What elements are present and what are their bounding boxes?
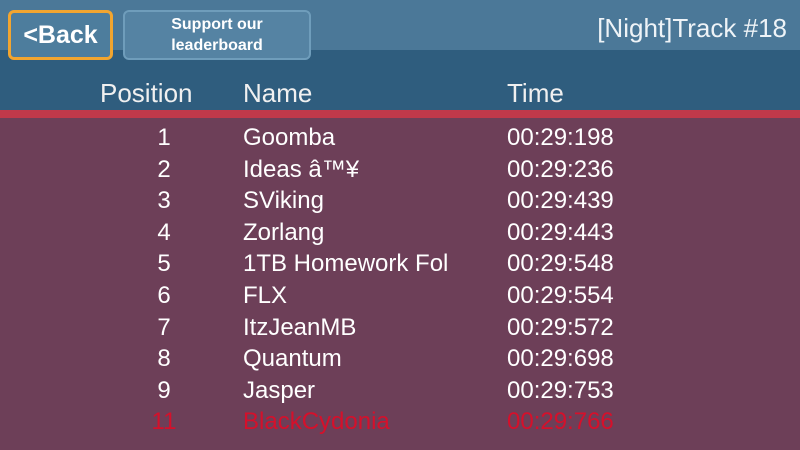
position: 8 bbox=[157, 345, 171, 373]
time: 00:29:439 bbox=[507, 187, 614, 215]
position: 2 bbox=[157, 155, 171, 183]
player-name: BlackCydonia bbox=[243, 408, 390, 436]
time: 00:29:554 bbox=[507, 282, 614, 309]
position: 1 bbox=[157, 124, 171, 151]
leaderboard-row: 4 Zorlang 00:29:443 bbox=[0, 219, 800, 250]
player-name: Goomba bbox=[243, 124, 336, 151]
position: 5 bbox=[157, 250, 171, 278]
support-button[interactable]: Support our leaderboard bbox=[123, 10, 311, 60]
position: 7 bbox=[157, 313, 171, 341]
leaderboard-row: 5 1TB Homework Fol 00:29:548 bbox=[0, 250, 800, 281]
column-header: Name bbox=[243, 78, 313, 108]
time: 00:29:766 bbox=[507, 408, 614, 436]
position: 3 bbox=[157, 187, 171, 215]
leaderboard-row: 7 ItzJeanMB 00:29:572 bbox=[0, 314, 800, 345]
time: 00:29:236 bbox=[507, 155, 614, 183]
leaderboard-row: 2 Ideas â™¥ 00:29:236 bbox=[0, 156, 800, 187]
position: 6 bbox=[157, 282, 171, 309]
time: 00:29:753 bbox=[507, 376, 614, 404]
time: 00:29:572 bbox=[507, 313, 614, 341]
position: 11 bbox=[151, 408, 177, 436]
leaderboard-row: 8 Quantum 00:29:698 bbox=[0, 345, 800, 376]
player-name: Zorlang bbox=[243, 218, 325, 246]
position: 4 bbox=[157, 218, 171, 246]
leaderboard-row: 3 SViking 00:29:439 bbox=[0, 187, 800, 218]
track-title: [Night]Track #18 bbox=[597, 13, 787, 43]
player-name: SViking bbox=[243, 187, 324, 215]
player-name: 1TB Homework Fol bbox=[243, 250, 449, 278]
time: 00:29:548 bbox=[507, 250, 614, 278]
back-button[interactable]: <Back bbox=[8, 10, 113, 60]
leaderboard-row: 1 Goomba 00:29:198 bbox=[0, 124, 800, 155]
divider bbox=[0, 110, 800, 118]
player-name: FLX bbox=[243, 282, 288, 309]
position: 9 bbox=[157, 376, 171, 404]
player-name: Ideas â™¥ bbox=[243, 155, 360, 183]
time: 00:29:198 bbox=[507, 124, 614, 151]
player-name: Quantum bbox=[243, 345, 342, 373]
player-name: Jasper bbox=[243, 376, 316, 404]
leaderboard-row: 9 Jasper 00:29:753 bbox=[0, 377, 800, 408]
leaderboard-row: 11 BlackCydonia 00:29:766 bbox=[0, 408, 800, 439]
column-header: Position bbox=[100, 78, 193, 108]
header-bar bbox=[0, 50, 800, 110]
leaderboard-row: 6 FLX 00:29:554 bbox=[0, 282, 800, 313]
time: 00:29:443 bbox=[507, 218, 614, 246]
player-name: ItzJeanMB bbox=[243, 313, 357, 341]
column-header: Time bbox=[507, 78, 564, 108]
time: 00:29:698 bbox=[507, 345, 614, 373]
